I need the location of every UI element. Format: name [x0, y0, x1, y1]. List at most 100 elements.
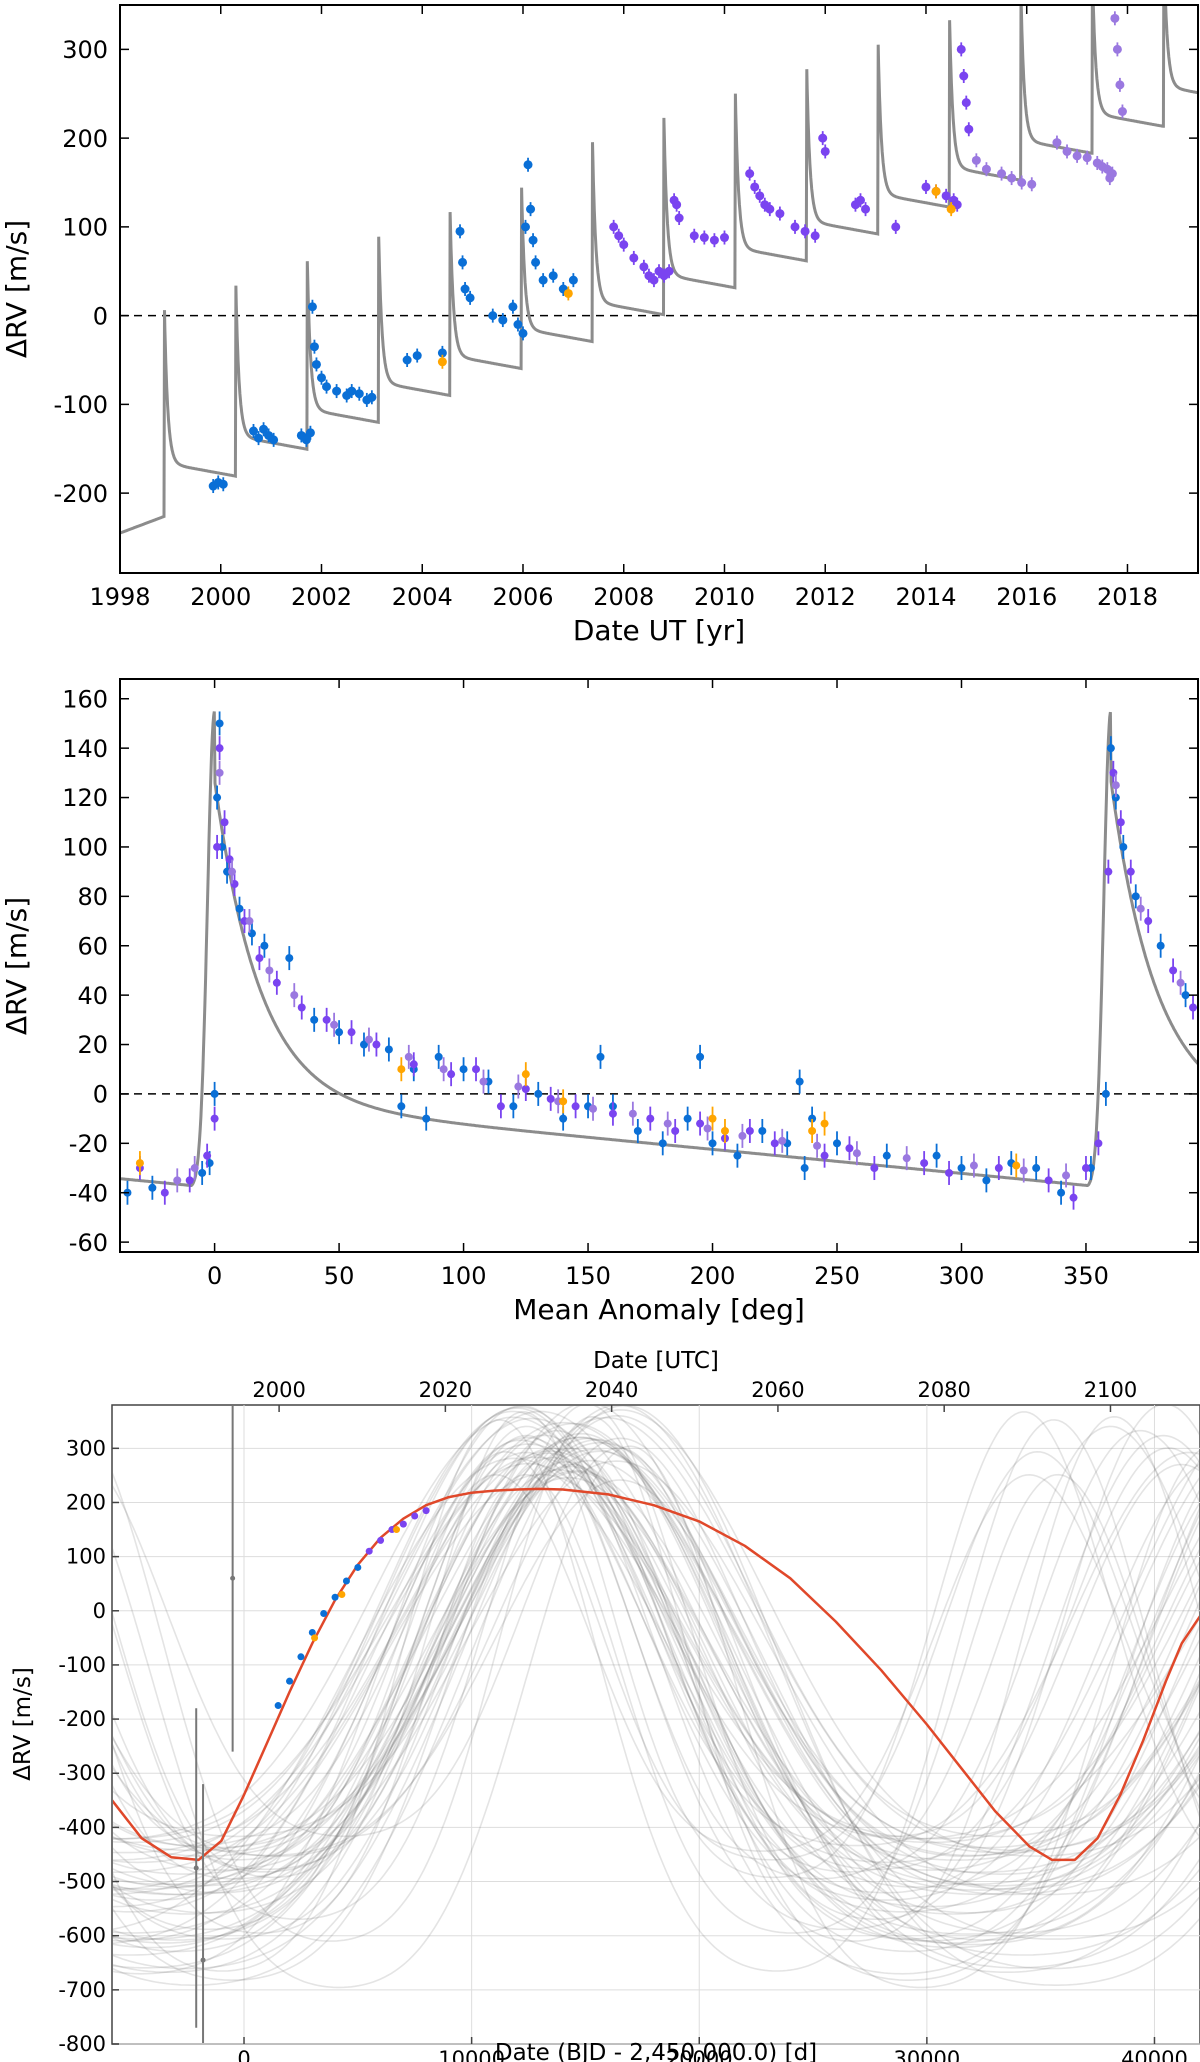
data-point [795, 1077, 804, 1086]
posterior-trace [113, 1460, 1199, 1896]
posterior-trace [113, 1417, 1199, 1844]
data-point [354, 389, 364, 399]
data-point [439, 1065, 448, 1074]
data-point [674, 213, 684, 223]
posterior-trace [113, 1406, 1199, 1973]
panel2-x-tick-label: 300 [939, 1262, 985, 1290]
panel3-y-tick-label: -100 [58, 1653, 106, 1677]
data-point [658, 1139, 667, 1148]
data-point [228, 867, 237, 876]
data-point [755, 191, 765, 201]
data-point [397, 1065, 406, 1074]
data-point [870, 1164, 879, 1173]
data-point [290, 991, 299, 1000]
panel2-x-tick-label: 150 [565, 1262, 611, 1290]
data-point [608, 1109, 617, 1118]
posterior-trace [113, 1448, 1199, 1876]
data-point [260, 941, 269, 950]
panel3-x-label: Date (BJD - 2,450,000.0) [d] [495, 2040, 817, 2062]
panel2-x-tick-label: 350 [1063, 1262, 1109, 1290]
posterior-trace [113, 1429, 1199, 1873]
posterior-trace [113, 1419, 1199, 1972]
panel1-x-tick-label: 2004 [392, 583, 453, 611]
data-point [1126, 867, 1135, 876]
data-point [409, 1060, 418, 1069]
panel3-y-tick-label: 0 [93, 1599, 106, 1623]
posterior-trace [113, 1462, 1199, 1840]
data-point [297, 1653, 305, 1661]
posterior-trace [113, 1421, 1199, 1854]
data-point [559, 1114, 568, 1123]
data-point [538, 275, 548, 285]
data-point [1106, 744, 1115, 753]
data-point [528, 235, 538, 245]
data-point [1057, 1188, 1066, 1197]
posterior-trace [113, 1406, 1199, 1975]
posterior-trace [113, 1442, 1199, 1940]
data-point [479, 1077, 488, 1086]
data-point [320, 1609, 328, 1617]
data-point [1104, 867, 1113, 876]
data-point [245, 917, 254, 926]
data-point [412, 351, 422, 361]
panel1-x-tick-label: 2002 [291, 583, 352, 611]
panel2-y-label: ΔRV [m/s] [0, 897, 33, 1035]
data-point [465, 293, 475, 303]
data-point [845, 1144, 854, 1153]
panel2-y-tick-label: 80 [77, 883, 108, 911]
posterior-trace [113, 1434, 1199, 1953]
data-point [891, 222, 901, 232]
panel1-x-tick-label: 2016 [996, 583, 1057, 611]
data-point [215, 768, 224, 777]
data-point [861, 204, 871, 214]
data-point [521, 222, 531, 232]
data-point [1181, 991, 1190, 1000]
data-point [1082, 153, 1092, 163]
data-point [193, 1865, 199, 1871]
data-point [316, 373, 326, 383]
data-point [215, 744, 224, 753]
panel1-x-tick-label: 1998 [89, 583, 150, 611]
data-point [455, 226, 465, 236]
posterior-trace [113, 1438, 1199, 1887]
data-point [523, 160, 533, 170]
panel3-x2-tick-label: 2080 [917, 1378, 970, 1402]
posterior-trace [113, 1476, 1199, 1886]
data-point [259, 424, 269, 434]
data-point [646, 1114, 655, 1123]
panel2-y-tick-label: -20 [69, 1130, 108, 1158]
posterior-trace [113, 1436, 1199, 1890]
data-point [488, 311, 498, 321]
data-point [696, 1052, 705, 1061]
panel3-plot-area [113, 1406, 1199, 2043]
posterior-trace [113, 1437, 1199, 1914]
posterior-trace [113, 1406, 1199, 1908]
panel3-x2-label: Date [UTC] [593, 1348, 719, 1374]
data-point [1116, 818, 1125, 827]
panel2-x-tick-label: 100 [441, 1262, 487, 1290]
data-point [959, 71, 969, 81]
data-point [190, 1164, 199, 1173]
panel3-y-label: ΔRV [m/s] [10, 1667, 36, 1781]
posterior-trace [113, 1468, 1199, 1944]
posterior-trace [113, 1473, 1199, 1852]
data-point [218, 479, 228, 489]
data-point [971, 155, 981, 165]
posterior-trace [113, 1473, 1199, 1896]
panel2-plot-area [121, 711, 1197, 1210]
data-point [1101, 1089, 1110, 1098]
data-point [305, 428, 315, 438]
data-point [546, 1094, 555, 1103]
posterior-trace [113, 1450, 1199, 1873]
posterior-trace [113, 1410, 1199, 1864]
data-point [322, 382, 332, 392]
data-point [514, 1082, 523, 1091]
data-point [1136, 904, 1145, 913]
panel2-y-tick-label: -40 [69, 1179, 108, 1207]
data-point [1107, 169, 1117, 179]
posterior-trace [113, 1406, 1199, 1970]
posterior-trace [113, 1456, 1199, 1894]
data-point [629, 253, 639, 263]
data-point [745, 169, 755, 179]
